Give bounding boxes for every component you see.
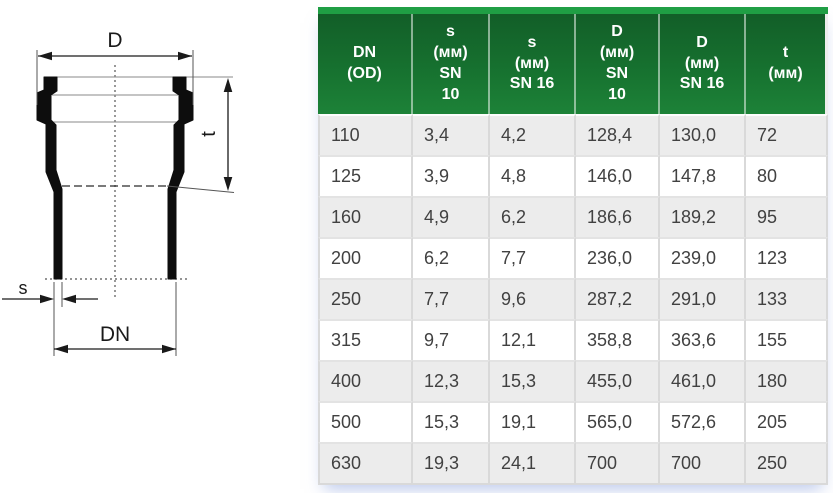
table-cell: 363,6 xyxy=(660,319,746,361)
table-cell: 6,2 xyxy=(413,237,490,279)
table-cell: 125 xyxy=(318,155,413,197)
table-cell: 287,2 xyxy=(576,278,660,320)
table-cell: 80 xyxy=(746,155,828,197)
t-arrow-bottom xyxy=(223,177,233,191)
col-header-s-sn16: s (мм) SN 16 xyxy=(490,14,576,114)
table-cell: 180 xyxy=(746,360,828,402)
table-cell: 7,7 xyxy=(490,237,576,279)
table-cell: 155 xyxy=(746,319,828,361)
dimension-d: D xyxy=(36,29,194,105)
col-header-d-sn10: D (мм) SN 10 xyxy=(576,14,660,114)
table-row: 315 9,7 12,1 358,8 363,6 155 xyxy=(318,319,828,361)
table-body: 110 3,4 4,2 128,4 130,0 72 125 3,9 4,8 146,0 147,8… xyxy=(318,114,828,486)
table-row: 500 15,3 19,1 565,0 572,6 205 xyxy=(318,401,828,443)
table-cell: 146,0 xyxy=(576,155,660,197)
table-cell: 186,6 xyxy=(576,196,660,238)
table-cell: 461,0 xyxy=(660,360,746,402)
table-cell: 250 xyxy=(318,278,413,320)
col-header-d-sn16: D (мм) SN 16 xyxy=(660,14,746,114)
pipe-socket-diagram: D t s DN xyxy=(2,29,235,356)
table-cell: 24,1 xyxy=(490,442,576,486)
table-row: 160 4,9 6,2 186,6 189,2 95 xyxy=(318,196,828,238)
table-cell: 147,8 xyxy=(660,155,746,197)
table-cell: 7,7 xyxy=(413,278,490,320)
label-t: t xyxy=(198,131,220,137)
table-cell: 15,3 xyxy=(490,360,576,402)
dimension-t: t xyxy=(166,78,235,193)
table-cell: 110 xyxy=(318,114,413,156)
table-cell: 19,1 xyxy=(490,401,576,443)
s-arrow-left xyxy=(40,294,54,304)
s-arrow-right xyxy=(62,294,76,304)
table-cell: 500 xyxy=(318,401,413,443)
table-cell: 95 xyxy=(746,196,828,238)
table-cell: 4,2 xyxy=(490,114,576,156)
pipe-dimensions-table: DN (OD) s (мм) SN 10 s (мм) SN 16 D (мм)… xyxy=(318,14,828,486)
dimensions-table: DN (OD) s (мм) SN 10 s (мм) SN 16 D (мм)… xyxy=(318,7,828,486)
pipe-wall-left xyxy=(36,76,63,280)
table-cell: 133 xyxy=(746,278,828,320)
table-cell: 189,2 xyxy=(660,196,746,238)
table-cell: 12,3 xyxy=(413,360,490,402)
table-row: 630 19,3 24,1 700 700 250 xyxy=(318,442,828,486)
table-row: 110 3,4 4,2 128,4 130,0 72 xyxy=(318,114,828,156)
table-cell: 12,1 xyxy=(490,319,576,361)
dn-arrow-left xyxy=(54,344,68,354)
table-cell: 19,3 xyxy=(413,442,490,486)
table-cell: 130,0 xyxy=(660,114,746,156)
t-extension-bottom xyxy=(166,185,235,193)
table-cell: 700 xyxy=(576,442,660,486)
dimension-s: s xyxy=(2,278,98,356)
table-cell: 9,6 xyxy=(490,278,576,320)
table-cell: 565,0 xyxy=(576,401,660,443)
table-cell: 250 xyxy=(746,442,828,486)
table-cell: 315 xyxy=(318,319,413,361)
table-cell: 4,9 xyxy=(413,196,490,238)
d-arrow-left xyxy=(38,51,52,61)
label-d: D xyxy=(107,29,122,52)
table-cell: 200 xyxy=(318,237,413,279)
table-cell: 160 xyxy=(318,196,413,238)
table-cell: 3,4 xyxy=(413,114,490,156)
table-cell: 400 xyxy=(318,360,413,402)
table-row: 250 7,7 9,6 287,2 291,0 133 xyxy=(318,278,828,320)
table-cell: 4,8 xyxy=(490,155,576,197)
table-cell: 123 xyxy=(746,237,828,279)
t-arrow-top xyxy=(223,78,233,92)
table-cell: 358,8 xyxy=(576,319,660,361)
col-header-s-sn10: s (мм) SN 10 xyxy=(413,14,490,114)
table-cell: 572,6 xyxy=(660,401,746,443)
table-cell: 9,7 xyxy=(413,319,490,361)
col-header-t: t (мм) xyxy=(746,14,828,114)
table-cell: 6,2 xyxy=(490,196,576,238)
table-row: 400 12,3 15,3 455,0 461,0 180 xyxy=(318,360,828,402)
table-cell: 236,0 xyxy=(576,237,660,279)
label-s: s xyxy=(19,278,28,298)
dn-arrow-right xyxy=(162,344,176,354)
table-cell: 3,9 xyxy=(413,155,490,197)
dimension-dn: DN xyxy=(54,282,177,356)
header-row: DN (OD) s (мм) SN 10 s (мм) SN 16 D (мм)… xyxy=(318,14,828,114)
table-cell: 205 xyxy=(746,401,828,443)
table-row: 200 6,2 7,7 236,0 239,0 123 xyxy=(318,237,828,279)
pipe-wall-right xyxy=(167,76,194,280)
table-cell: 128,4 xyxy=(576,114,660,156)
table-cell: 291,0 xyxy=(660,278,746,320)
col-header-dn-od: DN (OD) xyxy=(318,14,413,114)
table-row: 125 3,9 4,8 146,0 147,8 80 xyxy=(318,155,828,197)
table-cell: 700 xyxy=(660,442,746,486)
table-header: DN (OD) s (мм) SN 10 s (мм) SN 16 D (мм)… xyxy=(318,14,828,114)
label-dn: DN xyxy=(100,323,130,346)
table-cell: 15,3 xyxy=(413,401,490,443)
d-arrow-right xyxy=(178,51,192,61)
table-cell: 630 xyxy=(318,442,413,486)
table-cell: 239,0 xyxy=(660,237,746,279)
table-cell: 455,0 xyxy=(576,360,660,402)
socket-interior-lines xyxy=(44,76,233,123)
table-cell: 72 xyxy=(746,114,828,156)
